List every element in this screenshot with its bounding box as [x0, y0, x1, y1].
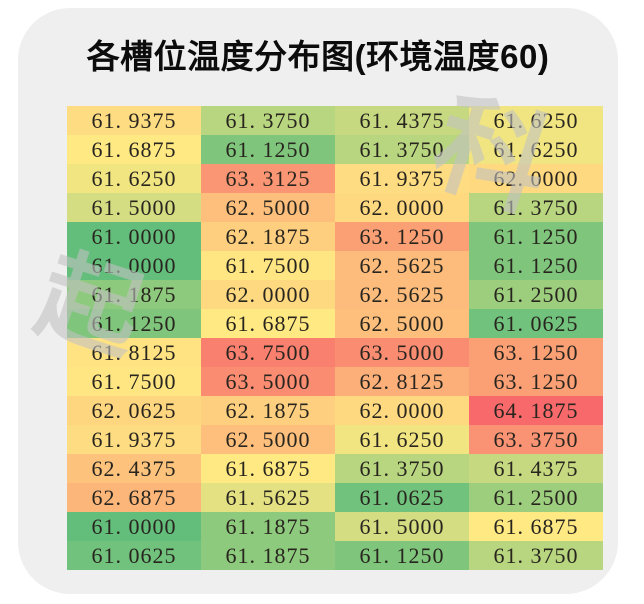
heatmap-cell: 61. 2500: [469, 483, 603, 512]
heatmap-cell: 61. 2500: [469, 280, 603, 309]
heatmap-cell: 63. 1250: [335, 222, 469, 251]
heatmap-cell: 63. 1250: [469, 338, 603, 367]
heatmap-cell: 61. 6875: [469, 512, 603, 541]
heatmap-cell: 63. 5000: [201, 367, 335, 396]
heatmap-cell: 61. 4375: [469, 454, 603, 483]
heatmap-cell: 61. 0625: [67, 541, 201, 570]
heatmap-cell: 61. 5000: [67, 193, 201, 222]
heatmap-cell: 62. 1875: [201, 222, 335, 251]
heatmap-cell: 61. 6875: [67, 135, 201, 164]
heatmap-cell: 61. 6250: [67, 164, 201, 193]
heatmap-cell: 61. 7500: [67, 367, 201, 396]
heatmap-cell: 61. 3750: [469, 541, 603, 570]
heatmap-cell: 61. 6875: [201, 454, 335, 483]
heatmap-cell: 62. 5000: [201, 425, 335, 454]
heatmap-cell: 61. 1875: [201, 541, 335, 570]
heatmap-cell: 61. 8125: [67, 338, 201, 367]
heatmap-cell: 61. 6875: [201, 309, 335, 338]
heatmap-cell: 63. 1250: [469, 367, 603, 396]
heatmap-cell: 63. 3125: [201, 164, 335, 193]
heatmap-cell: 62. 0000: [335, 193, 469, 222]
heatmap-cell: 61. 6250: [335, 425, 469, 454]
heatmap-cell: 61. 7500: [201, 251, 335, 280]
heatmap-cell: 63. 7500: [201, 338, 335, 367]
heatmap-cell: 61. 6250: [469, 135, 603, 164]
heatmap-cell: 61. 0000: [67, 512, 201, 541]
heatmap-cell: 62. 8125: [335, 367, 469, 396]
heatmap-cell: 61. 3750: [335, 135, 469, 164]
heatmap-cell: 61. 1250: [469, 251, 603, 280]
heatmap-cell: 61. 1875: [67, 280, 201, 309]
heatmap-cell: 61. 3750: [469, 193, 603, 222]
chart-card: 各槽位温度分布图(环境温度60) 61. 9375 61. 3750 61. 437…: [18, 8, 618, 594]
heatmap-cell: 61. 5000: [335, 512, 469, 541]
heatmap-cell: 61. 9375: [67, 106, 201, 135]
heatmap-cell: 62. 0000: [335, 396, 469, 425]
heatmap-cell: 61. 0000: [67, 251, 201, 280]
heatmap-cell: 62. 4375: [67, 454, 201, 483]
heatmap-cell: 62. 5000: [201, 193, 335, 222]
heatmap-cell: 61. 1875: [201, 512, 335, 541]
heatmap-cell: 62. 5000: [335, 309, 469, 338]
heatmap-cell: 61. 9375: [335, 164, 469, 193]
heatmap-cell: 61. 1250: [67, 309, 201, 338]
heatmap-cell: 61. 0625: [335, 483, 469, 512]
heatmap-cell: 62. 0625: [67, 396, 201, 425]
heatmap-cell: 64. 1875: [469, 396, 603, 425]
heatmap-cell: 61. 1250: [201, 135, 335, 164]
heatmap-cell: 61. 0625: [469, 309, 603, 338]
heatmap-cell: 62. 6875: [67, 483, 201, 512]
chart-title: 各槽位温度分布图(环境温度60): [86, 38, 550, 75]
heatmap-cell: 61. 3750: [201, 106, 335, 135]
heatmap-cell: 61. 1250: [469, 222, 603, 251]
heatmap-cell: 61. 0000: [67, 222, 201, 251]
heatmap-cell: 62. 5625: [335, 251, 469, 280]
heatmap-cell: 62. 0000: [469, 164, 603, 193]
heatmap-cell: 62. 1875: [201, 396, 335, 425]
heatmap-cell: 61. 5625: [201, 483, 335, 512]
heatmap-cell: 61. 6250: [469, 106, 603, 135]
heatmap-cell: 63. 5000: [335, 338, 469, 367]
heatmap-cell: 61. 3750: [335, 454, 469, 483]
heatmap-cell: 61. 1250: [335, 541, 469, 570]
heatmap-grid: 61. 9375 61. 3750 61. 4375 61. 6250 61. 6875…: [67, 106, 603, 570]
heatmap-cell: 62. 5625: [335, 280, 469, 309]
heatmap-cell: 61. 4375: [335, 106, 469, 135]
heatmap-cell: 62. 0000: [201, 280, 335, 309]
heatmap-cell: 61. 9375: [67, 425, 201, 454]
heatmap-cell: 63. 3750: [469, 425, 603, 454]
